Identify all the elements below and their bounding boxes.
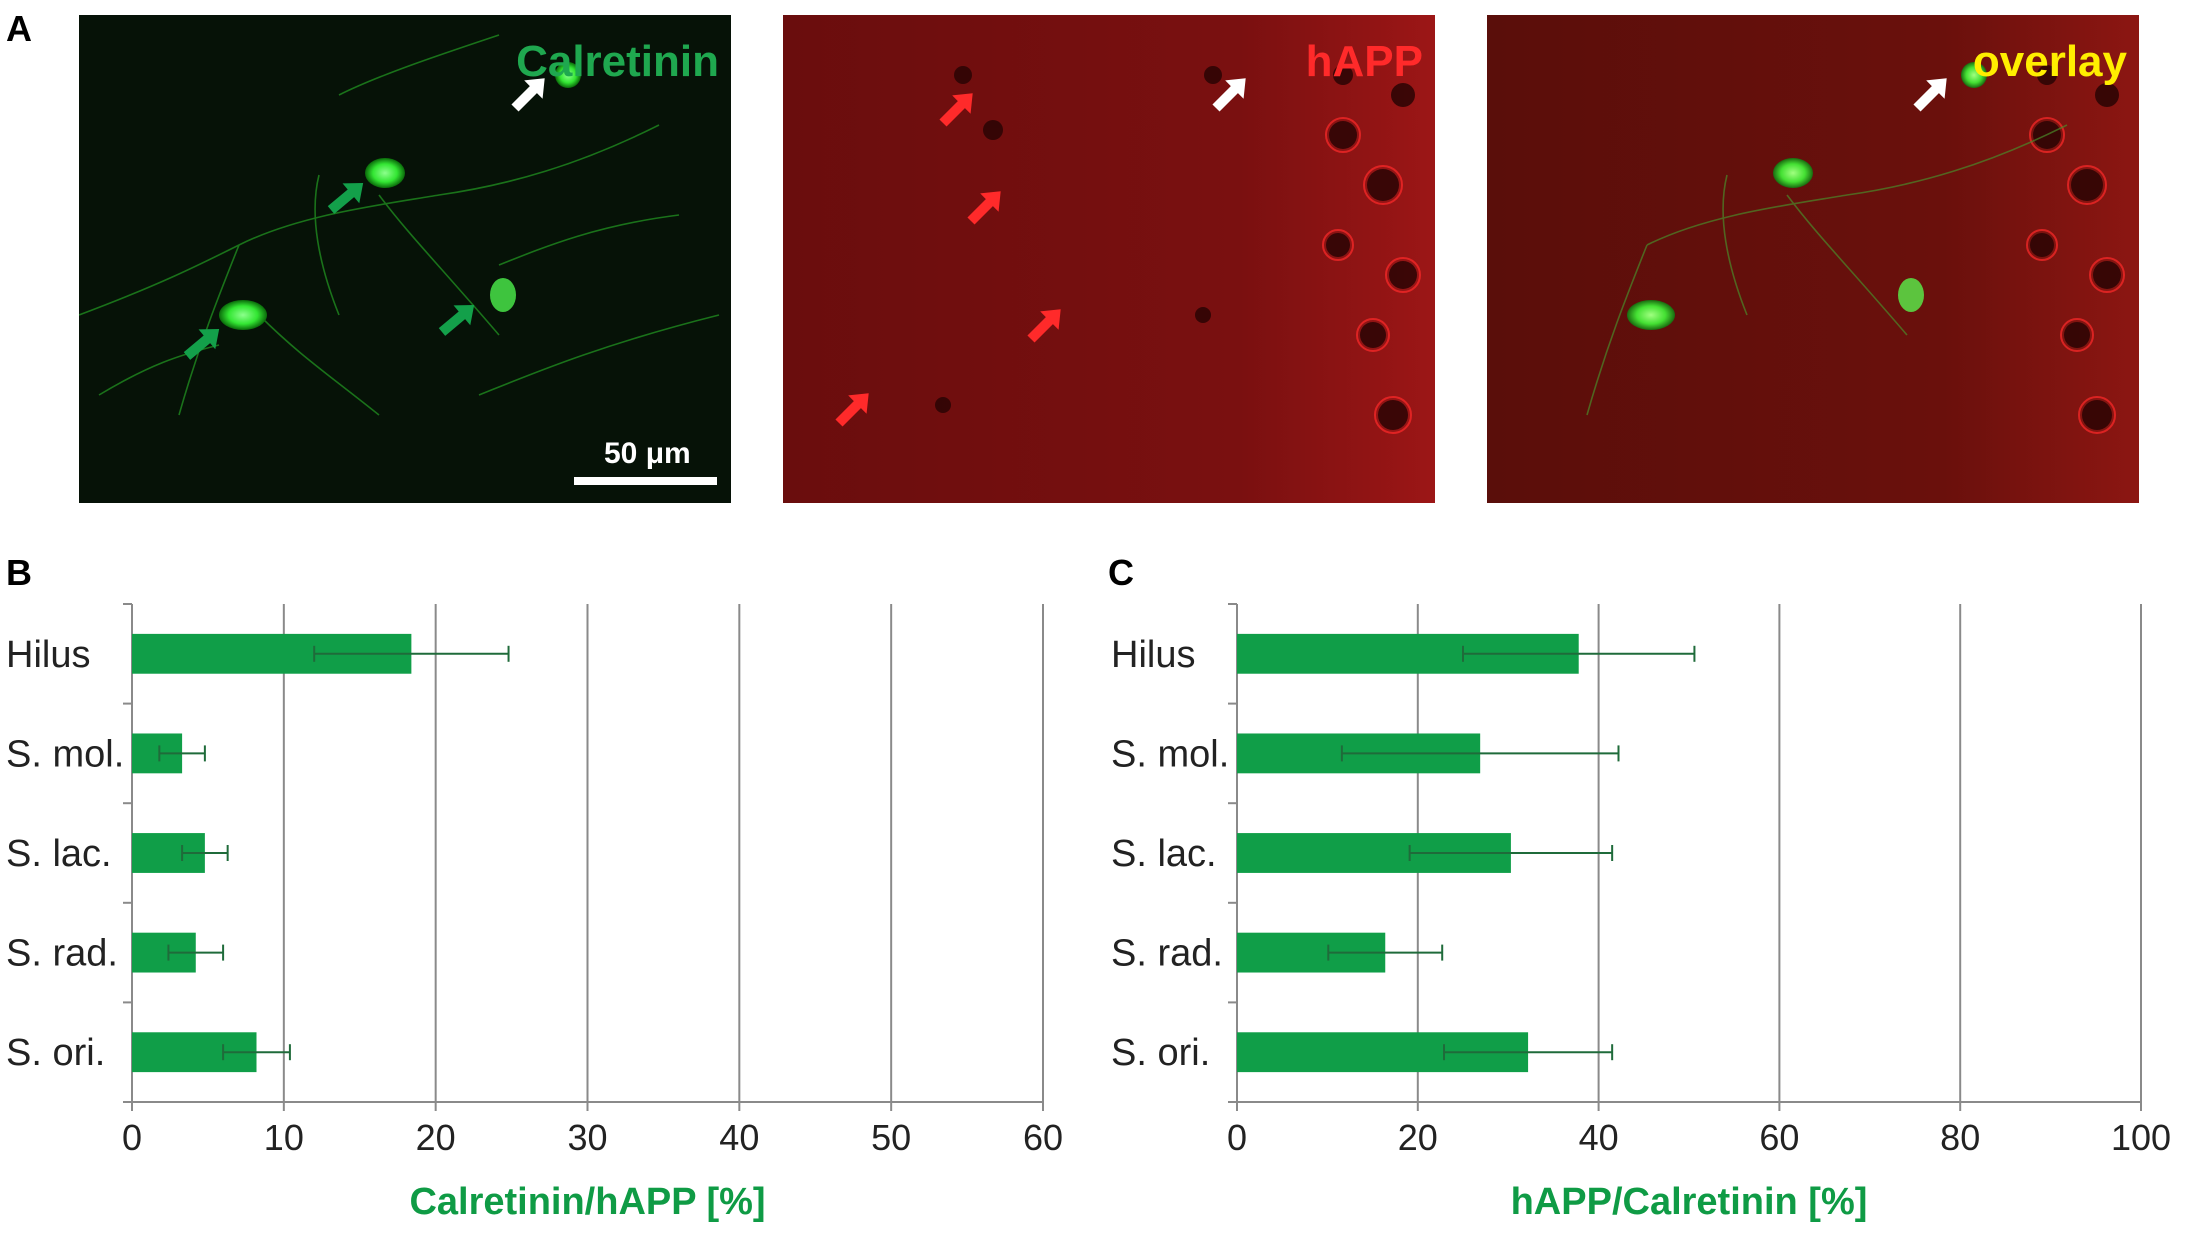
x-tick-label: 40 (1579, 1117, 1619, 1158)
category-label: S. mol. (6, 733, 124, 775)
x-tick-label: 10 (264, 1117, 304, 1158)
x-tick-label: 20 (416, 1117, 456, 1158)
overlay-image (1487, 15, 2139, 503)
chart-b-plot: 0 10 20 30 40 50 60 Hilus S. mol. S. lac. S. rad. S… (6, 603, 1063, 1223)
category-label: S. rad. (6, 933, 118, 975)
chart-b: 0 10 20 30 40 50 60 Hilus S. mol. S. lac. S. rad. S… (0, 540, 1090, 1236)
category-label: Hilus (1111, 634, 1195, 676)
chart-c: 0 20 40 60 80 100 Hilus S. mol. S. lac. S. rad. S.… (1105, 540, 2191, 1236)
overlay-cell (1961, 62, 1987, 88)
panel-label-a: A (6, 8, 32, 49)
micrograph-overlay: overlay (1487, 15, 2139, 503)
x-tick-label: 0 (1227, 1117, 1247, 1158)
x-tick-label: 20 (1398, 1117, 1438, 1158)
micrograph-label: overlay (1972, 37, 2127, 86)
x-axis-title: hAPP/Calretinin [%] (1511, 1181, 1868, 1223)
arrow-red (1027, 309, 1061, 343)
x-tick-label: 100 (2111, 1117, 2171, 1158)
x-tick-label: 60 (1023, 1117, 1063, 1158)
calretinin-cell (365, 158, 405, 188)
arrow-red (939, 93, 973, 127)
x-tick-label: 30 (567, 1117, 607, 1158)
arrow-green (438, 305, 475, 336)
panel-label-b: B (6, 552, 32, 593)
calretinin-cell (555, 62, 581, 88)
arrow-white (1212, 78, 1246, 112)
x-tick-label: 40 (719, 1117, 759, 1158)
x-tick-label: 60 (1759, 1117, 1799, 1158)
x-tick-label: 80 (1940, 1117, 1980, 1158)
category-label: Hilus (6, 634, 90, 676)
arrow-red (967, 191, 1001, 225)
micrograph-happ: hAPP (783, 15, 1435, 503)
category-label: S. ori. (6, 1032, 105, 1074)
calretinin-cell (219, 300, 267, 330)
happ-image (783, 15, 1435, 503)
scale-bar (574, 477, 717, 485)
overlay-cell (1898, 278, 1924, 312)
panel-label-c: C (1108, 552, 1134, 593)
x-tick-label: 50 (871, 1117, 911, 1158)
calretinin-cell (490, 278, 516, 312)
micrograph-label: Calretinin (516, 37, 719, 86)
arrow-white (511, 78, 545, 112)
calretinin-image (79, 15, 731, 503)
arrow-red (835, 393, 869, 427)
overlay-cell (1773, 158, 1813, 188)
arrow-white (1913, 78, 1947, 112)
category-label: S. ori. (1111, 1032, 1210, 1074)
micrograph-calretinin: Calretinin 50 μm (79, 15, 731, 503)
category-label: S. mol. (1111, 733, 1229, 775)
micrograph-label: hAPP (1305, 37, 1423, 86)
overlay-cell (1627, 300, 1675, 330)
arrow-green (327, 183, 364, 214)
scale-bar-label: 50 μm (604, 437, 691, 470)
x-tick-label: 0 (122, 1117, 142, 1158)
x-axis-title: Calretinin/hAPP [%] (409, 1181, 765, 1223)
category-label: S. rad. (1111, 933, 1223, 975)
category-label: S. lac. (1111, 833, 1217, 875)
chart-c-plot: 0 20 40 60 80 100 Hilus S. mol. S. lac. S. rad. S.… (1111, 603, 2171, 1223)
category-label: S. lac. (6, 833, 112, 875)
arrow-green (183, 329, 220, 360)
